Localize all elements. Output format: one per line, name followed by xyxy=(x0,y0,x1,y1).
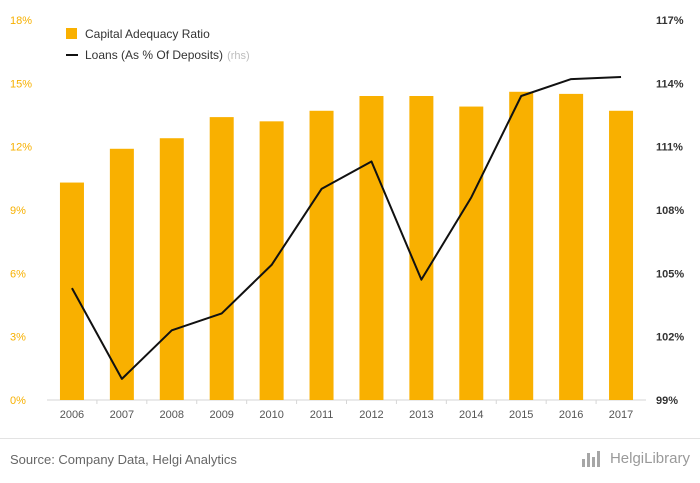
capital-adequacy-bar xyxy=(309,110,334,401)
left-axis-tick-label: 12% xyxy=(10,142,32,154)
right-axis-tick-label: 105% xyxy=(656,268,684,280)
source-text: Source: Company Data, Helgi Analytics xyxy=(10,452,237,467)
left-axis-tick-label: 9% xyxy=(10,205,26,217)
brand-logo: HelgiLibrary xyxy=(581,449,690,467)
left-axis-tick-label: 15% xyxy=(10,78,32,90)
capital-adequacy-bar xyxy=(409,96,434,400)
x-axis-tick-label: 2009 xyxy=(209,409,233,421)
capital-adequacy-bar xyxy=(559,93,584,400)
capital-adequacy-bar xyxy=(359,96,384,400)
x-axis-tick-label: 2017 xyxy=(609,409,633,421)
capital-adequacy-bar xyxy=(209,117,234,400)
left-axis-tick-label: 18% xyxy=(10,15,32,27)
x-axis-tick-label: 2012 xyxy=(359,409,383,421)
capital-adequacy-bar xyxy=(459,106,484,401)
x-axis-tick-label: 2006 xyxy=(60,409,84,421)
legend-bar-label: Capital Adequacy Ratio xyxy=(85,27,210,41)
x-axis-tick-label: 2013 xyxy=(409,409,433,421)
right-axis-tick-label: 102% xyxy=(656,332,684,344)
left-axis-tick-label: 6% xyxy=(10,268,26,280)
chart-footer: Source: Company Data, Helgi Analytics He… xyxy=(0,438,700,483)
x-axis-tick-label: 2011 xyxy=(310,409,334,421)
capital-adequacy-bar xyxy=(109,148,134,400)
left-axis-tick-label: 0% xyxy=(10,395,26,407)
loans-to-deposits-line xyxy=(71,76,622,380)
brand-text: HelgiLibrary xyxy=(609,449,690,467)
x-axis-tick-label: 2007 xyxy=(110,409,134,421)
right-axis-tick-label: 117% xyxy=(656,15,684,27)
x-axis-tick-label: 2010 xyxy=(259,409,283,421)
right-axis-tick-label: 111% xyxy=(656,142,683,154)
legend-bar-swatch xyxy=(66,28,77,39)
library-icon xyxy=(581,449,604,467)
legend-line-label: Loans (As % Of Deposits) xyxy=(85,48,223,62)
right-axis-tick-label: 99% xyxy=(656,395,678,407)
left-axis-tick-label: 3% xyxy=(10,332,26,344)
x-axis-tick-label: 2015 xyxy=(509,409,533,421)
right-axis-tick-label: 108% xyxy=(656,205,684,217)
right-axis-tick-label: 114% xyxy=(656,78,684,90)
x-axis-tick-label: 2016 xyxy=(559,409,583,421)
legend-rhs-note: (rhs) xyxy=(227,50,250,62)
capital-adequacy-bar xyxy=(609,110,634,401)
capital-adequacy-bar xyxy=(259,121,284,400)
capital-adequacy-bar xyxy=(159,138,184,400)
x-axis-tick-label: 2008 xyxy=(160,409,184,421)
capital-adequacy-bar xyxy=(59,182,84,400)
x-axis-tick-label: 2014 xyxy=(459,409,483,421)
capital-adequacy-bar xyxy=(509,91,534,401)
